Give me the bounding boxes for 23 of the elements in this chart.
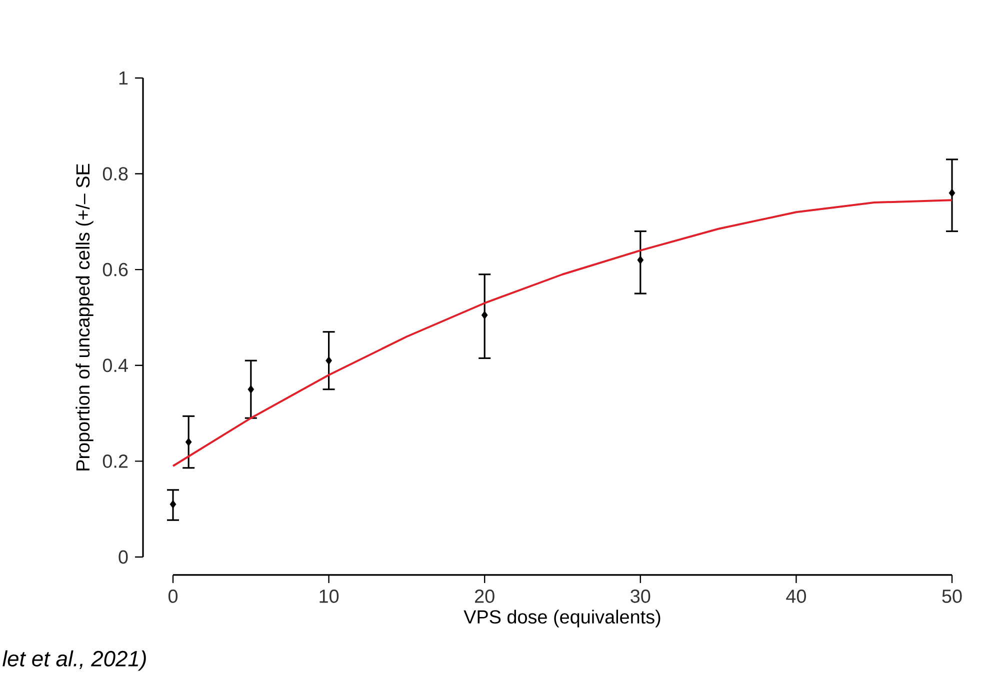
y-tick-label: 0.4 <box>102 358 128 372</box>
x-tick-label: 10 <box>320 589 339 603</box>
point <box>948 188 956 198</box>
y-axis-title: Proportion of uncapped cells (+/– SE <box>76 164 94 470</box>
y-tick-label: 0 <box>118 550 128 564</box>
x-tick-label: 30 <box>630 589 650 603</box>
point <box>248 385 254 394</box>
y-tick-label: 1 <box>119 71 128 84</box>
point <box>170 500 176 508</box>
x-tick-label: 50 <box>942 589 962 603</box>
point <box>481 310 488 320</box>
y-tick-label: 0.6 <box>102 262 128 276</box>
y-tick-label: 0.8 <box>102 167 128 180</box>
text: let et al., 2021) <box>2 650 146 671</box>
y-tick-label: 0.2 <box>102 454 128 468</box>
point <box>326 356 332 365</box>
point <box>185 438 192 446</box>
line-series <box>172 199 954 467</box>
point <box>637 256 644 264</box>
x-tick-label: 0 <box>168 589 178 603</box>
x-tick-label: 20 <box>475 589 494 603</box>
x-tick-label: 40 <box>786 589 806 603</box>
x-axis-title: VPS dose (equivalents) <box>464 610 660 628</box>
